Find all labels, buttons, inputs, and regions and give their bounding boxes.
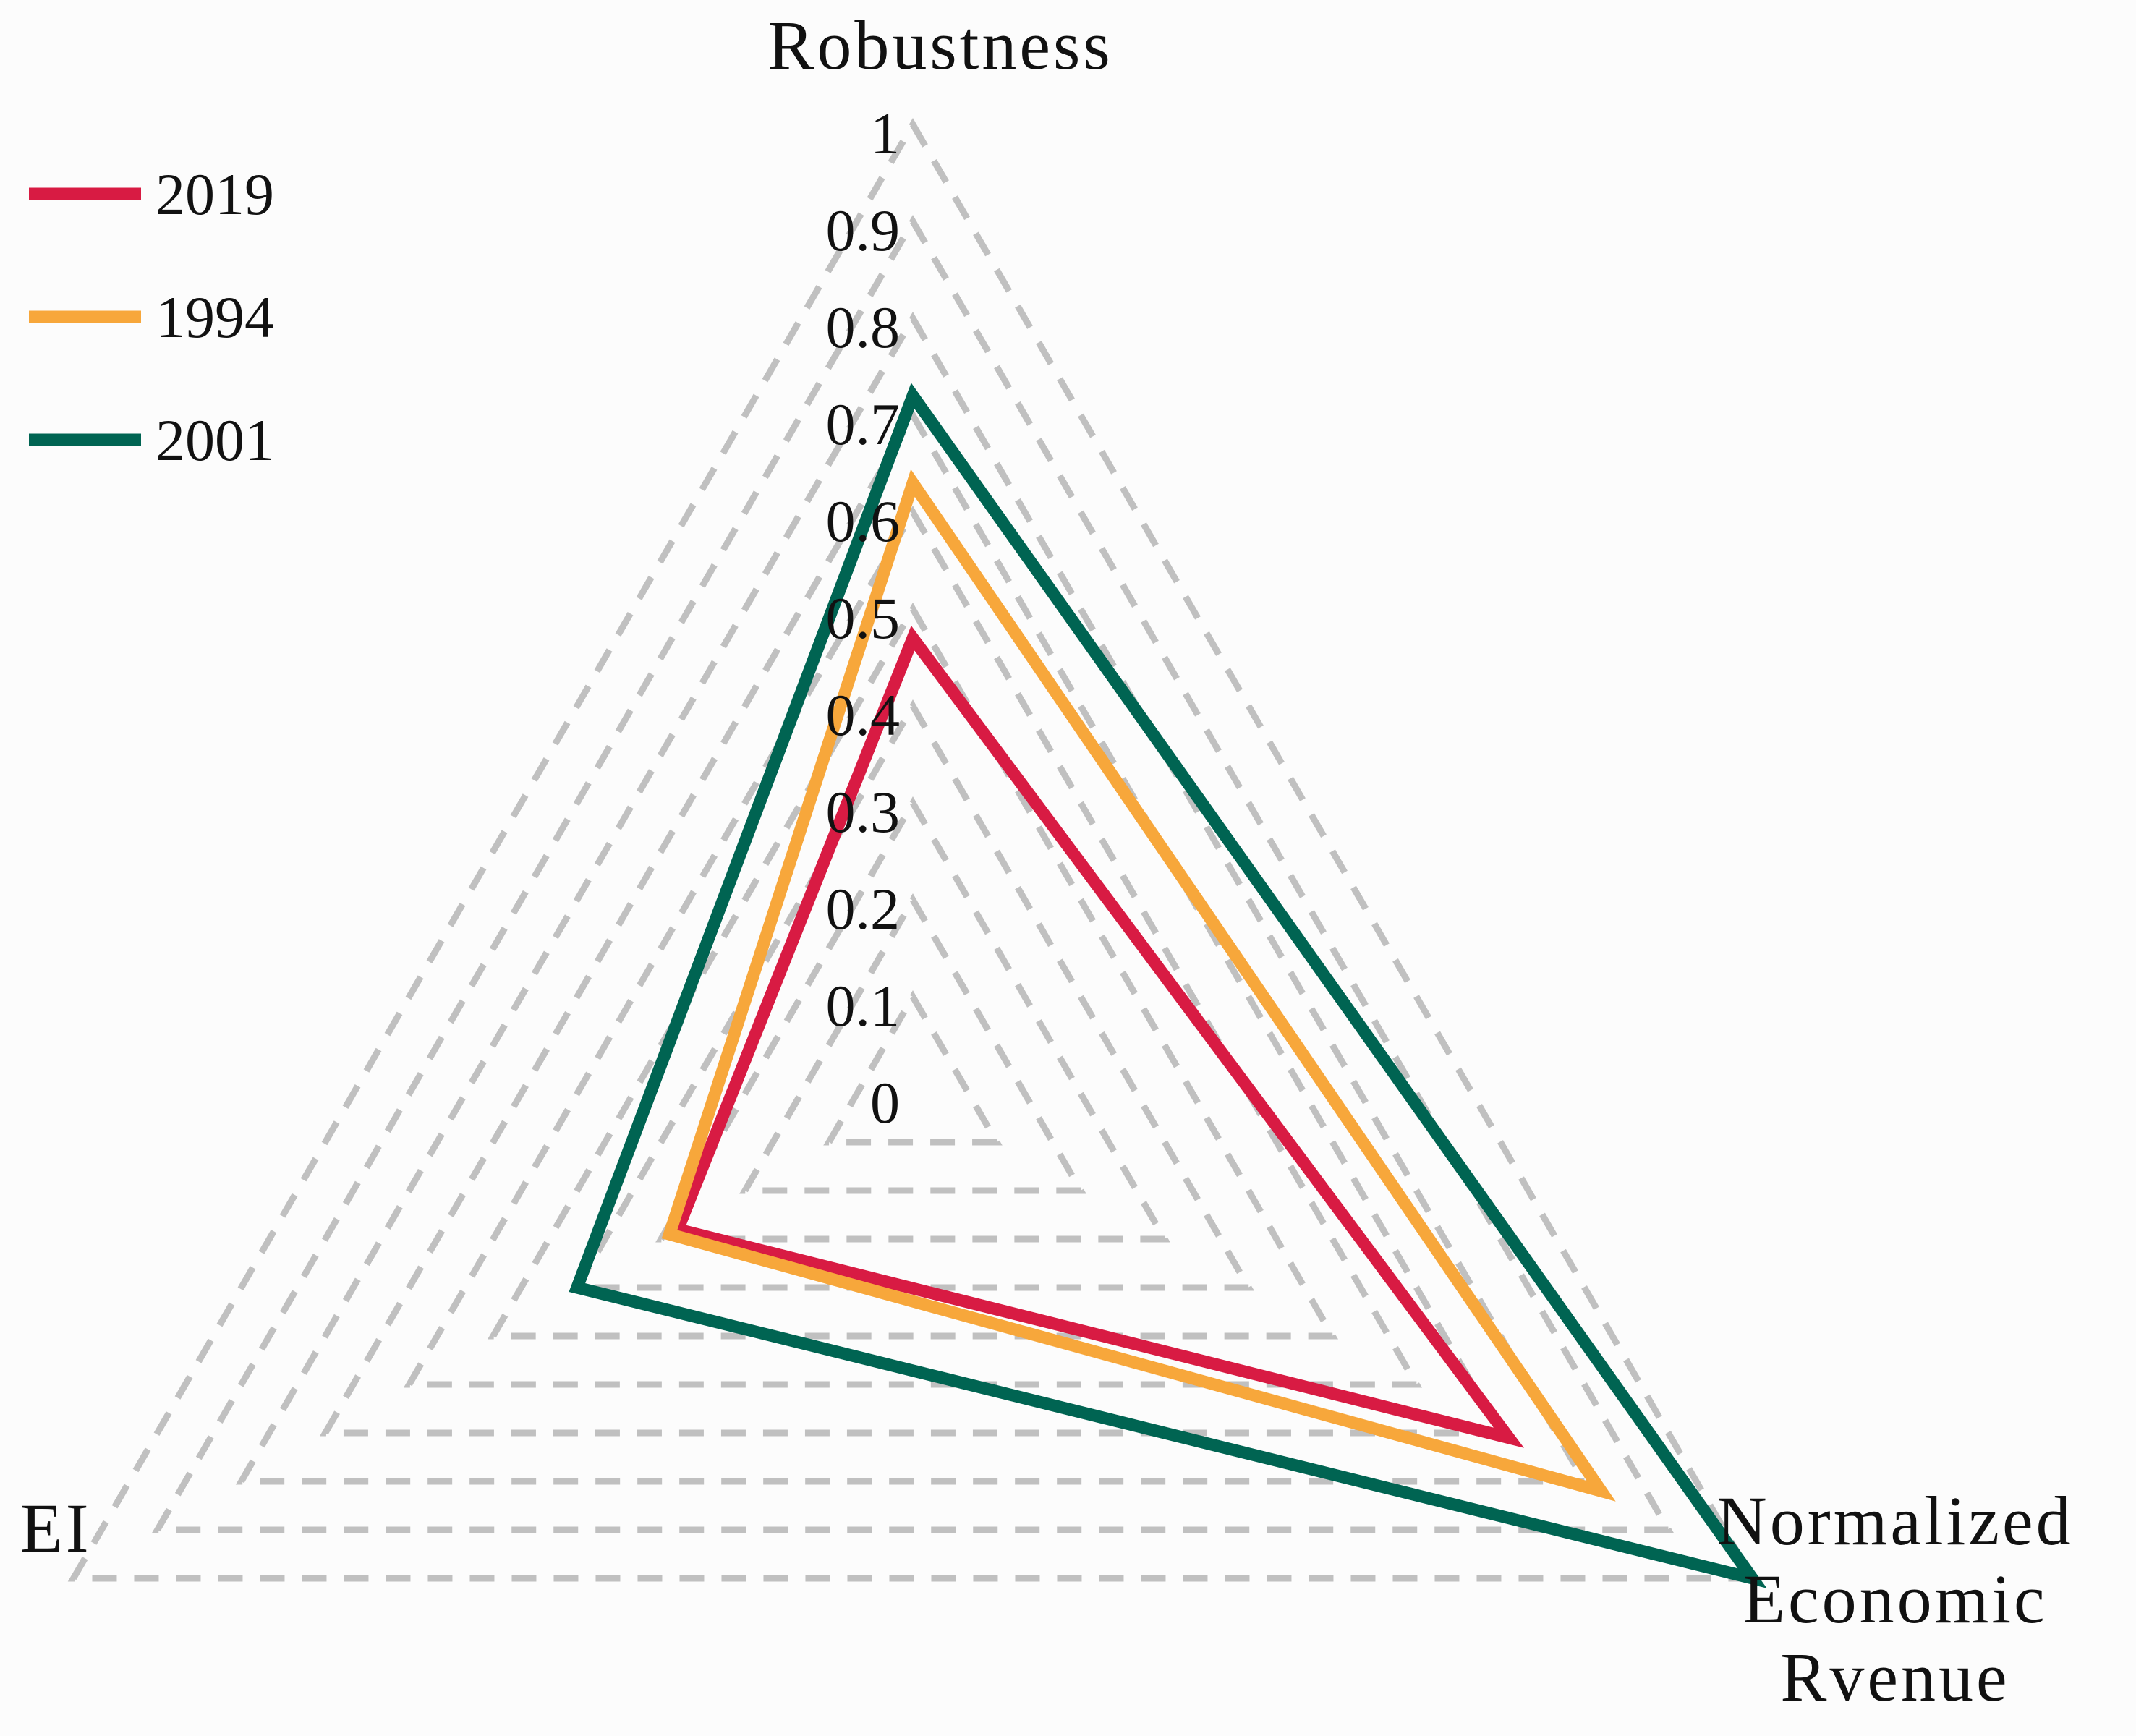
series-polygon-1994 <box>661 469 1616 1502</box>
axis-label-line: Normalized <box>1716 1482 2073 1560</box>
legend-label-1994: 1994 <box>156 284 274 350</box>
tick-label-0-7: 0.7 <box>826 391 901 457</box>
grid-ring-1 <box>67 118 1758 1582</box>
series-polygon-2019 <box>669 625 1524 1448</box>
grid-ring-0-3 <box>655 796 1170 1243</box>
tick-label-0-2: 0.2 <box>826 876 901 942</box>
axis-label-normalized-economic-rvenue: Normalized Economic Rvenue <box>1716 1482 2073 1716</box>
tick-label-0-1: 0.1 <box>826 973 901 1039</box>
series-layer <box>569 383 1767 1588</box>
axis-label-line: Rvenue <box>1780 1638 2009 1716</box>
grid-ring-0-7 <box>319 408 1507 1437</box>
grid-ring-0-9 <box>151 214 1675 1533</box>
legend: 2019 1994 2001 <box>29 161 274 473</box>
axis-label-line: Economic <box>1743 1560 2047 1638</box>
legend-label-2001: 2001 <box>156 407 274 473</box>
tick-label-0-6: 0.6 <box>826 488 901 554</box>
axis-label-line: EI <box>20 1489 92 1567</box>
tick-label-0-5: 0.5 <box>826 585 901 651</box>
tick-label-0-8: 0.8 <box>826 294 901 360</box>
series-polygon-2001 <box>569 383 1767 1588</box>
tick-label-1: 1 <box>870 101 900 166</box>
tick-label-0-9: 0.9 <box>826 197 901 263</box>
tick-label-layer: 0 0.1 0.2 0.3 0.4 0.5 0.6 0.7 0.8 0.9 1 <box>826 101 901 1136</box>
tick-label-0-3: 0.3 <box>826 779 901 845</box>
grid-ring-0-6 <box>403 506 1423 1388</box>
axis-label-ei: EI <box>20 1489 92 1567</box>
axis-label-layer: Robustness Normalized Economic Rvenue EI <box>20 7 2073 1716</box>
legend-label-2019: 2019 <box>156 161 274 227</box>
tick-label-0: 0 <box>870 1070 900 1136</box>
grid-ring-0-1 <box>823 990 1003 1146</box>
grid-ring-0-8 <box>235 312 1591 1485</box>
tick-label-0-4: 0.4 <box>826 682 901 748</box>
grid-ring-0-5 <box>488 602 1338 1340</box>
grid-ring-0-2 <box>739 893 1086 1194</box>
axis-label-robustness: Robustness <box>767 7 1112 84</box>
axis-label-line: Robustness <box>767 7 1112 84</box>
grid-layer <box>67 118 1758 1582</box>
